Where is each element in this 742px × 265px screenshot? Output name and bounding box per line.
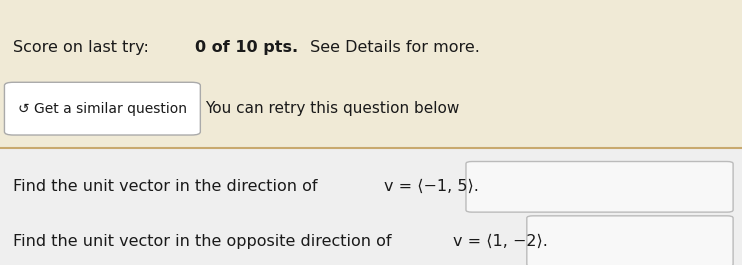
FancyBboxPatch shape — [4, 82, 200, 135]
Text: Find the unit vector in the opposite direction of: Find the unit vector in the opposite dir… — [13, 234, 397, 249]
FancyBboxPatch shape — [527, 216, 733, 265]
Text: ↺ Get a similar question: ↺ Get a similar question — [18, 102, 187, 116]
Text: Score on last try:: Score on last try: — [13, 40, 154, 55]
FancyBboxPatch shape — [466, 162, 733, 212]
Text: 0 of 10 pts.: 0 of 10 pts. — [195, 40, 298, 55]
Text: v = ⟨−1, 5⟩.: v = ⟨−1, 5⟩. — [384, 179, 479, 194]
Text: See Details for more.: See Details for more. — [305, 40, 480, 55]
Text: v = ⟨1, −2⟩.: v = ⟨1, −2⟩. — [453, 234, 548, 249]
Text: Find the unit vector in the direction of: Find the unit vector in the direction of — [13, 179, 323, 194]
FancyBboxPatch shape — [0, 148, 742, 265]
Text: You can retry this question below: You can retry this question below — [205, 101, 459, 116]
